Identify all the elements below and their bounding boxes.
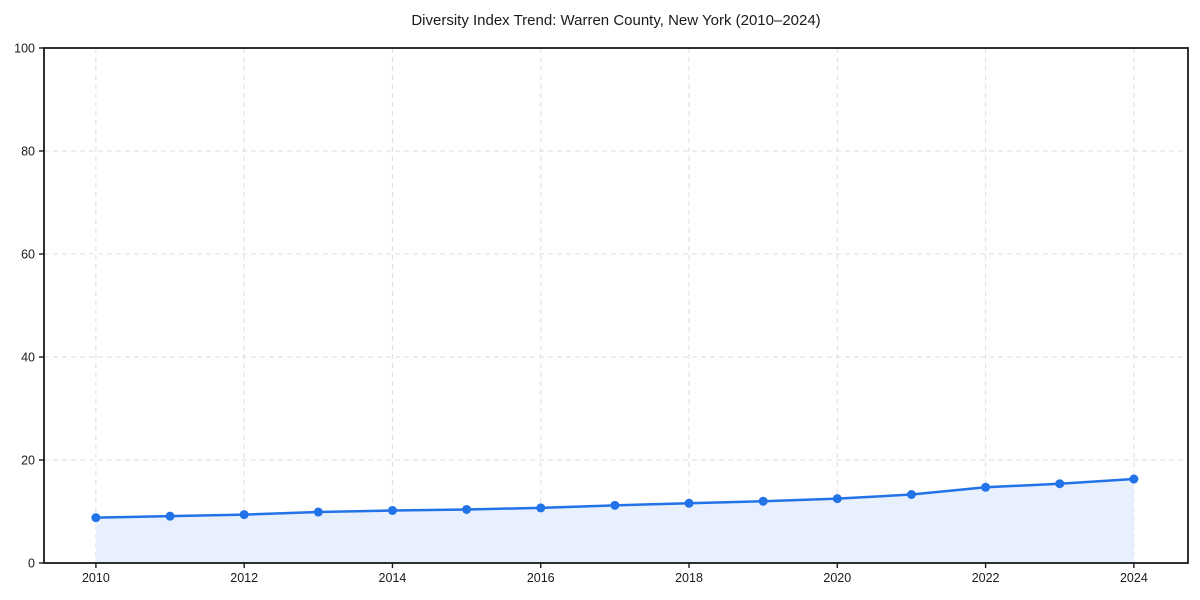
y-tick-label: 40 xyxy=(21,351,35,365)
data-point-marker xyxy=(165,511,175,521)
data-point-marker xyxy=(536,503,546,513)
x-tick-label: 2022 xyxy=(972,571,1000,585)
x-tick-label: 2014 xyxy=(379,571,407,585)
series-area-fill xyxy=(95,479,1134,563)
y-tick-label: 0 xyxy=(28,557,35,571)
data-point-marker xyxy=(610,500,620,510)
data-point-marker xyxy=(1055,479,1065,489)
x-tick-label: 2010 xyxy=(82,571,110,585)
data-point-marker xyxy=(981,482,991,492)
x-tick-label: 2012 xyxy=(230,571,258,585)
data-point-marker xyxy=(832,494,842,504)
y-tick-label: 100 xyxy=(14,42,35,56)
data-point-marker xyxy=(1129,474,1139,484)
data-point-marker xyxy=(758,496,768,506)
chart-title: Diversity Index Trend: Warren County, Ne… xyxy=(411,12,821,29)
y-tick-label: 20 xyxy=(21,454,35,468)
data-point-marker xyxy=(387,505,397,515)
x-tick-label: 2024 xyxy=(1120,571,1148,585)
data-point-marker xyxy=(239,510,249,520)
data-point-marker xyxy=(462,504,472,514)
x-tick-label: 2016 xyxy=(527,571,555,585)
data-point-marker xyxy=(906,490,916,500)
y-tick-label: 80 xyxy=(21,145,35,159)
x-tick-label: 2018 xyxy=(675,571,703,585)
y-tick-label: 60 xyxy=(21,248,35,262)
data-point-marker xyxy=(91,513,101,523)
plot-border xyxy=(43,47,1189,564)
data-point-marker xyxy=(313,507,323,517)
data-point-marker xyxy=(684,498,694,508)
x-tick-label: 2020 xyxy=(823,571,851,585)
